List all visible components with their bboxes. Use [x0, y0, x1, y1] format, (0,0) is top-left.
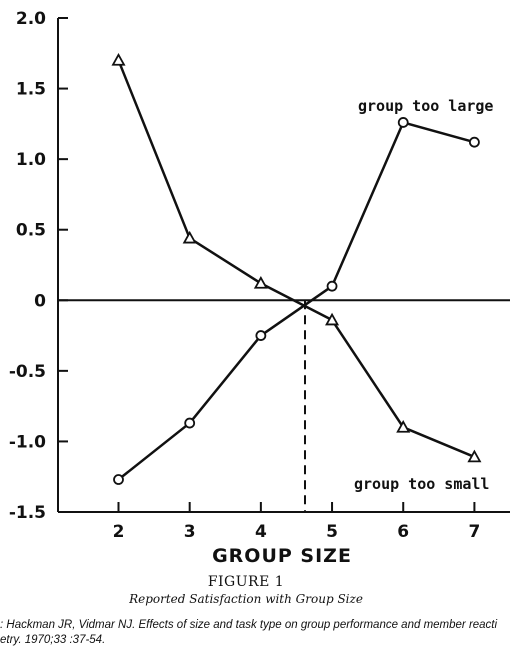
source-citation-line-1: : Hackman JR, Vidmar NJ. Effects of size…	[0, 619, 498, 631]
x-tick-label-1: 3	[184, 522, 196, 542]
y-tick-label-2: 1.0	[16, 150, 46, 170]
marker-circle-group-too-large-5	[469, 136, 480, 148]
marker-triangle-group-too-small-2	[253, 275, 268, 289]
x-tick-label-4: 6	[397, 522, 409, 542]
figure-label: FIGURE 1	[208, 574, 284, 590]
series-label-group-too-large: group too large	[358, 97, 493, 115]
marker-triangle-group-too-small-1	[182, 230, 197, 244]
y-tick-label-3: 0.5	[16, 221, 46, 241]
marker-triangle-group-too-small-3	[325, 312, 340, 326]
marker-circle-group-too-large-3	[326, 280, 338, 292]
marker-circle-group-too-large-1	[184, 417, 196, 429]
labels: GROUP SIZE group too large group too sma…	[0, 97, 498, 646]
x-tick-label-0: 2	[113, 522, 125, 542]
marker-triangle-group-too-small-5	[467, 449, 482, 463]
marker-circle-group-too-large-0	[113, 474, 124, 485]
marker-triangle-group-too-small-0	[111, 52, 126, 66]
x-tick-label-3: 5	[326, 522, 338, 542]
y-tick-label-7: -1.5	[9, 503, 46, 523]
axes: 2.0 1.5 1.0 0.5 0 -0.5 -1.0 -1.5 2 3 4 5 6 7	[9, 9, 510, 542]
series-line-group-too-large	[117, 121, 475, 481]
y-tick-label-1: 1.5	[16, 80, 46, 100]
x-tick-label-2: 4	[255, 522, 267, 542]
marker-triangle-group-too-small-4	[396, 419, 411, 433]
series-label-group-too-small: group too small	[354, 475, 489, 493]
x-axis-title: GROUP SIZE	[212, 545, 352, 567]
y-tick-label-4: 0	[34, 291, 46, 311]
series-line-group-too-small	[117, 59, 475, 459]
figure-caption: Reported Satisfaction with Group Size	[128, 592, 363, 606]
series-layer	[111, 52, 482, 485]
source-citation-line-2: etry. 1970;33 :37-54.	[0, 634, 105, 646]
y-tick-label-0: 2.0	[16, 9, 46, 29]
x-tick-label-5: 7	[468, 522, 480, 542]
marker-circle-group-too-large-4	[397, 117, 409, 128]
y-tick-label-5: -0.5	[9, 362, 46, 382]
marker-circle-group-too-large-2	[255, 330, 267, 341]
y-tick-label-6: -1.0	[9, 432, 46, 452]
